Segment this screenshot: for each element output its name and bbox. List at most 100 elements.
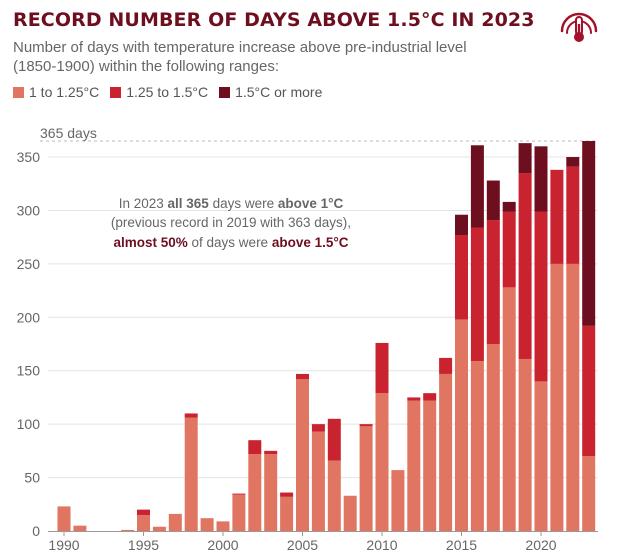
bar-2016-high (470, 145, 484, 228)
annotation-line-3-a: almost 50% (113, 235, 187, 250)
legend-swatch-low (13, 86, 24, 98)
annotation-line-3-b: of days were (188, 235, 272, 250)
bar-2015-low (455, 319, 468, 531)
y-tick-label-100: 100 (17, 416, 41, 432)
bar-2007-low (327, 460, 341, 531)
bar-2023-high (582, 141, 596, 326)
x-tick-label-2020: 2020 (525, 537, 556, 550)
bar-2017-low (486, 344, 500, 531)
bar-2009-low (359, 426, 373, 531)
bar-2022-low (566, 263, 580, 531)
legend-swatch-mid (110, 86, 122, 98)
bar-1991-low (73, 525, 87, 531)
bar-2014-mid (439, 357, 453, 374)
legend-label-low: 1 to 1.25°C (29, 84, 100, 100)
bar-2000-low (216, 521, 230, 531)
bar-2021-mid (550, 169, 564, 264)
y-tick-label-0: 0 (32, 523, 40, 539)
bar-2008-low (343, 495, 357, 531)
y-tick-label-250: 250 (17, 256, 41, 272)
annotation-line-1-d: above 1°C (278, 196, 344, 211)
bar-1994-low (121, 529, 135, 531)
bar-2018-high (502, 201, 516, 212)
bar-2012-mid (407, 397, 421, 401)
x-tick-label-1995: 1995 (128, 537, 159, 550)
annotation-line-3: almost 50% of days were above 1.5°C (113, 235, 348, 250)
bar-2022-mid (566, 166, 580, 264)
x-tick-label-1990: 1990 (48, 537, 79, 550)
bar-2001-mid (232, 493, 246, 495)
bar-2015-mid (455, 235, 468, 320)
bar-2006-low (311, 431, 325, 531)
legend: 1 to 1.25°C 1.25 to 1.5°C 1.5°C or more (13, 84, 333, 100)
legend-item-high: 1.5°C or more (219, 84, 322, 100)
bar-2017-mid (486, 220, 500, 345)
bar-2005-low (296, 379, 309, 531)
bar-2020-high (534, 146, 548, 212)
bar-2007-mid (327, 418, 341, 461)
annotation-line-3-c: above 1.5°C (272, 235, 349, 250)
thermometer-logo-icon (560, 12, 598, 42)
bar-2019-mid (518, 173, 532, 359)
bar-2016-mid (470, 227, 484, 362)
bar-2019-low (518, 358, 532, 531)
annotation-line-1: In 2023 all 365 days were above 1°C (119, 196, 344, 211)
y-tick-label-200: 200 (17, 309, 41, 325)
bar-2004-low (280, 496, 294, 531)
bar-1995-mid (137, 509, 150, 515)
legend-item-low: 1 to 1.25°C (13, 84, 99, 100)
x-tick-label-2010: 2010 (366, 537, 397, 550)
legend-swatch-high (219, 86, 231, 98)
bar-2016-low (470, 361, 484, 531)
bar-1999-low (200, 518, 214, 531)
bar-2021-low (550, 263, 564, 531)
bar-2006-mid (311, 424, 325, 432)
bar-2001-low (232, 494, 246, 531)
bar-2003-mid (264, 450, 278, 455)
reference-line-label: 365 days (40, 125, 97, 141)
bar-2014-low (439, 373, 453, 531)
x-tick-label-2015: 2015 (446, 537, 477, 550)
bar-2004-mid (280, 492, 294, 497)
legend-item-mid: 1.25 to 1.5°C (110, 84, 208, 100)
x-tick-label-2000: 2000 (207, 537, 238, 550)
bar-2018-mid (502, 211, 516, 288)
bar-1998-mid (184, 413, 198, 418)
bar-2009-mid (359, 424, 373, 427)
bar-1997-low (168, 513, 182, 531)
y-tick-label-350: 350 (17, 149, 41, 165)
y-tick-label-50: 50 (24, 470, 40, 486)
bar-1990-low (57, 506, 71, 531)
bar-2020-mid (534, 211, 548, 382)
chart-subtitle: Number of days with temperature increase… (13, 39, 467, 75)
bar-2019-high (518, 143, 532, 174)
annotation-line-2: (previous record in 2019 with 363 days), (111, 215, 351, 230)
y-tick-label-150: 150 (17, 363, 41, 379)
bar-2003-low (264, 454, 278, 531)
bar-1995-low (137, 514, 150, 531)
bar-2018-low (502, 287, 516, 531)
chart-title: RECORD NUMBER OF DAYS ABOVE 1.5°C IN 202… (13, 9, 535, 31)
bar-2013-low (423, 400, 437, 531)
bar-2022-high (566, 157, 580, 167)
bar-2017-high (486, 180, 500, 221)
bar-1996-low (152, 526, 166, 531)
bar-2020-low (534, 381, 548, 531)
bar-2013-mid (423, 393, 437, 401)
bar-2002-mid (248, 440, 262, 455)
bar-2010-mid (375, 342, 389, 394)
annotation-line-1-c: days were (209, 196, 278, 211)
bar-2015-high (455, 214, 468, 236)
bar-2023-mid (582, 325, 596, 457)
bar-2012-low (407, 400, 421, 531)
bar-2011-low (391, 470, 405, 531)
x-tick-label-2005: 2005 (287, 537, 318, 550)
legend-label-mid: 1.25 to 1.5°C (126, 84, 209, 100)
bar-2023-low (582, 456, 596, 531)
annotation-line-1-b: all 365 (168, 196, 210, 211)
bar-2005-mid (296, 373, 309, 380)
y-tick-label-300: 300 (17, 202, 41, 218)
annotation-line-1-a: In 2023 (119, 196, 168, 211)
bar-2010-low (375, 393, 389, 531)
